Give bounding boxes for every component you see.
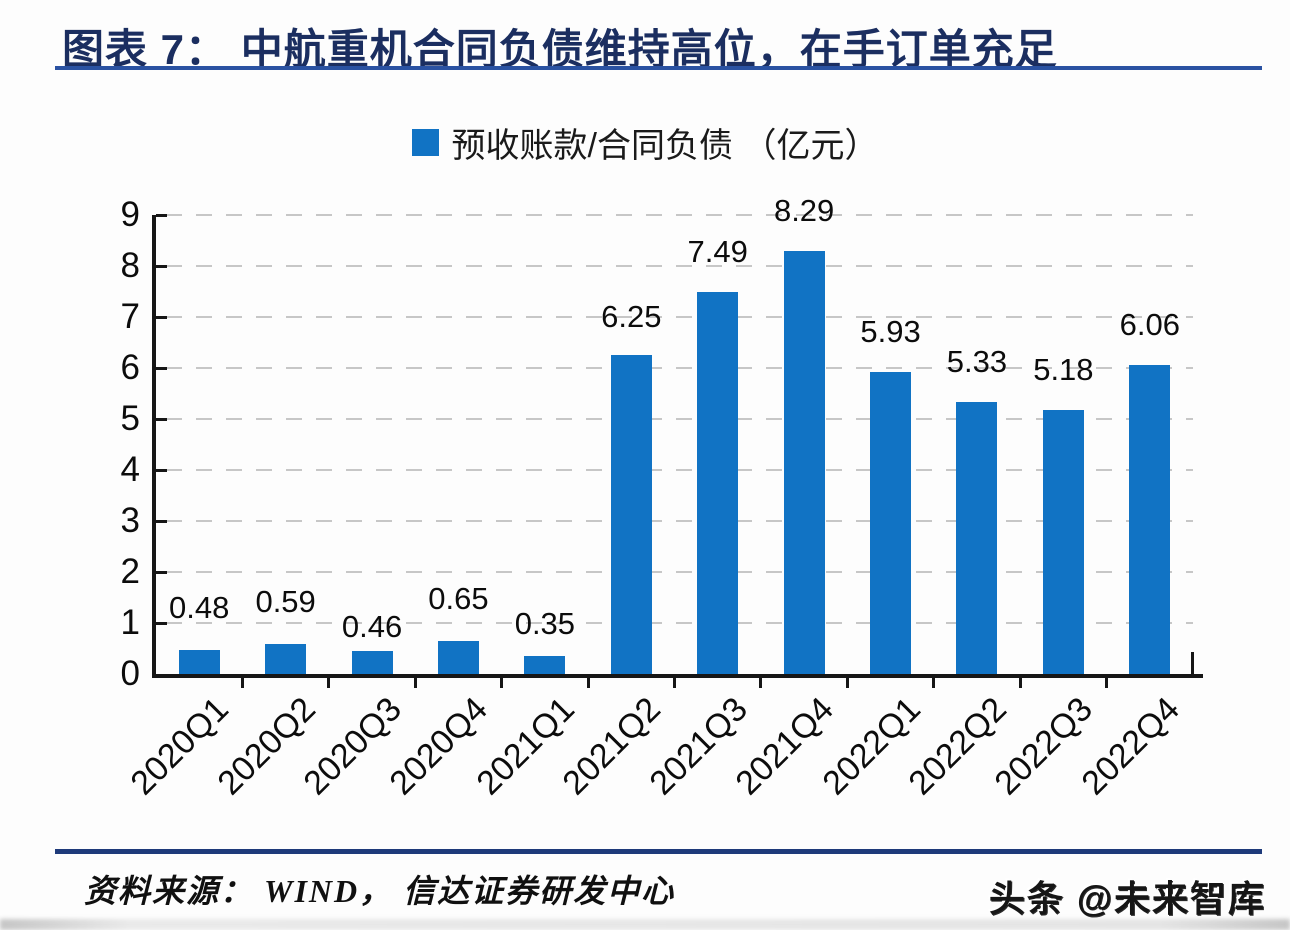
y-axis-line [152, 215, 156, 678]
bar-value-label: 0.46 [341, 608, 403, 644]
bar-value-label: 0.65 [428, 580, 489, 616]
bar-value-label: 5.18 [1033, 351, 1094, 387]
y-tick-label: 0 [120, 654, 140, 693]
gridline [166, 214, 1193, 216]
x-axis-tick [500, 674, 504, 688]
y-tick-label: 7 [120, 297, 140, 336]
gridline [166, 316, 1193, 318]
bar-value-label: 8.29 [773, 193, 835, 229]
y-tick-label: 4 [120, 450, 140, 489]
y-axis-tick [156, 621, 167, 625]
bar [437, 640, 479, 674]
gridline [166, 622, 1193, 624]
y-axis-tick [156, 366, 167, 370]
x-axis-line [152, 674, 1203, 678]
bar-value-label: 5.33 [946, 344, 1008, 380]
y-axis-tick [156, 468, 167, 472]
bar-value-label: 6.06 [1119, 306, 1180, 342]
legend-square-icon [411, 129, 439, 156]
footer-rule [55, 849, 1262, 854]
y-tick-label: 9 [120, 195, 140, 234]
x-axis-tick [932, 674, 936, 688]
y-axis-tick [156, 417, 167, 421]
bar [1042, 409, 1084, 674]
bar [870, 371, 912, 674]
axis-end-tick [1191, 652, 1194, 674]
x-axis-tick [413, 674, 417, 688]
bar [956, 402, 998, 674]
bar-value-label: 5.93 [860, 313, 921, 349]
x-category-label: 2022Q4 [1074, 690, 1187, 803]
x-axis-tick [845, 674, 849, 688]
scan-artifact [0, 919, 1290, 930]
y-axis-tick [156, 213, 167, 217]
y-tick-label: 3 [120, 501, 140, 540]
bar-value-label: 6.25 [601, 299, 662, 335]
bar [610, 355, 652, 674]
title-underline [55, 66, 1262, 70]
y-axis-tick [156, 264, 167, 268]
bar-chart-plot-area: 0.48 0.59 0.46 0.65 0.35 6.25 7.49 8.29 5.93 5.33… [152, 193, 1203, 688]
bar [783, 251, 825, 674]
gridline [166, 469, 1193, 471]
chart-legend: 预收账款/合同负债 （亿元） [0, 118, 1290, 167]
x-axis-tick [240, 674, 244, 688]
legend-label: 预收账款/合同负债 （亿元） [451, 127, 879, 165]
bar [351, 650, 393, 674]
x-axis-tick [759, 674, 763, 688]
y-axis-tick [156, 315, 167, 319]
bar [178, 649, 220, 674]
x-axis-tick [673, 674, 676, 688]
x-axis-tick [586, 674, 590, 688]
bar-value-label: 0.59 [255, 583, 316, 619]
y-tick-label: 5 [120, 399, 140, 438]
source-note: 资料来源： WIND， 信达证券研发中心 [84, 873, 676, 909]
bar [524, 656, 566, 674]
y-axis-tick [156, 519, 167, 523]
y-tick-label: 8 [120, 246, 140, 285]
bar-value-label: 0.48 [169, 589, 230, 625]
gridline [166, 265, 1193, 267]
bar [265, 643, 307, 674]
x-axis-tick [327, 674, 331, 688]
gridline [166, 367, 1193, 369]
y-tick-label: 2 [120, 552, 140, 591]
gridline [166, 418, 1193, 420]
y-tick-label: 1 [120, 603, 140, 642]
x-axis-tick [1105, 674, 1109, 688]
gridline [166, 571, 1193, 573]
bar [697, 292, 739, 674]
y-tick-label: 6 [120, 348, 140, 387]
watermark: 头条 @未来智库 [988, 878, 1266, 919]
y-axis-tick [156, 570, 167, 574]
x-axis-tick [1018, 674, 1022, 688]
bar [1129, 364, 1171, 674]
x-category-label: 2020Q1 [123, 690, 237, 803]
gridline [166, 520, 1193, 522]
bar-value-label: 0.35 [514, 606, 576, 642]
figure-title: 图表 7： 中航重机合同负债维持高位，在手订单充足 [62, 26, 1058, 73]
bar-value-label: 7.49 [687, 234, 748, 270]
